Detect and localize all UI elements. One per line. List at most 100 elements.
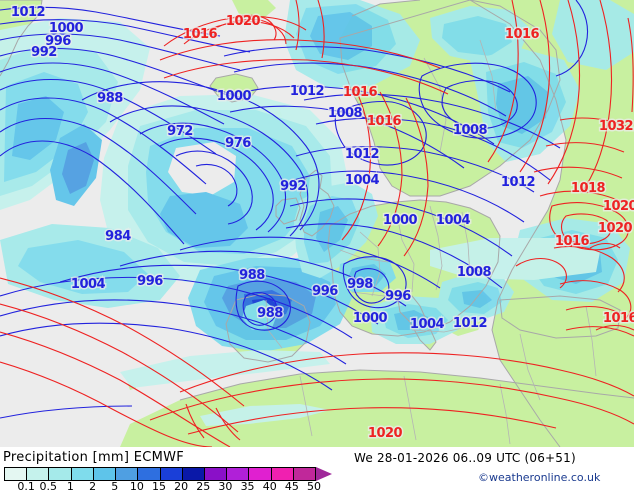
isobar-label-halo: 998 xyxy=(347,277,373,292)
isobar-label: 972 xyxy=(167,124,193,139)
isobar-label-halo: 1020 xyxy=(226,14,261,29)
color-scale-swatch xyxy=(227,468,250,480)
isobar-label-halo: 1020 xyxy=(598,221,633,236)
isobar-label-halo: 1020 xyxy=(368,426,403,441)
color-scale-swatch xyxy=(49,468,72,480)
isobar-label-halo: 988 xyxy=(97,91,123,106)
isobar-label-halo: 1000 xyxy=(383,213,418,228)
isobar-label: 1012 xyxy=(453,316,487,331)
isobar-label: 988 xyxy=(239,268,265,283)
color-scale-tick: 35 xyxy=(240,480,255,493)
isobar-label-halo: 1016 xyxy=(343,85,378,100)
isobar-label-halo: 1012 xyxy=(501,175,535,190)
isobar-label: 1012 xyxy=(501,175,535,190)
isobar-label: 988 xyxy=(257,306,283,321)
color-scale-tick: 2 xyxy=(89,480,97,493)
isobar-label: 1008 xyxy=(457,265,492,280)
precipitation-field xyxy=(0,0,634,426)
color-scale-tick: 0.5 xyxy=(39,480,58,493)
color-scale-tick: 10 xyxy=(129,480,144,493)
isobar-label: 1000 xyxy=(383,213,418,228)
color-scale-swatch xyxy=(93,468,117,480)
isobar-label: 998 xyxy=(347,277,373,292)
isobar-label-halo: 996 xyxy=(45,34,71,49)
isobar-label-halo: 1020 xyxy=(603,199,634,214)
isobar-label-halo: 988 xyxy=(239,268,265,283)
isobar-label: 992 xyxy=(280,179,306,194)
isobar-label-halo: 992 xyxy=(31,45,57,60)
isobar-label-halo: 1016 xyxy=(505,27,540,42)
isobar-label-halo: 1008 xyxy=(453,123,488,138)
isobar-label: 976 xyxy=(225,136,251,151)
color-scale-swatch xyxy=(5,468,28,480)
color-scale-swatch xyxy=(71,468,94,480)
isobar-label-halo: 972 xyxy=(167,124,193,139)
color-scale-bar xyxy=(4,467,316,481)
precipitation-map[interactable]: 1012 1012 1000 1000 996 996 992 992 988 988 1016 10… xyxy=(0,0,634,447)
isobar-label: 988 xyxy=(97,91,123,106)
isobar-label-halo: 1000 xyxy=(353,311,388,326)
isobar-label-halo: 1012 xyxy=(290,84,324,99)
isobar-label-halo: 996 xyxy=(137,274,163,289)
color-scale-swatch xyxy=(116,468,139,480)
isobar-label-halo: 1012 xyxy=(453,316,487,331)
color-scale-tick: 1 xyxy=(66,480,74,493)
color-scale-tick: 50 xyxy=(307,480,321,493)
isobar-label: 1016 xyxy=(367,114,402,129)
isobar-label: 1020 xyxy=(598,221,633,236)
isobar-label: 996 xyxy=(312,284,338,299)
isobar-label-halo: 1004 xyxy=(345,173,380,188)
precipitation-color-scale: 0.1 0.5 1 2 5 10 15 20 25 30 35 40 45 50 xyxy=(4,467,334,493)
isobar-label: 1004 xyxy=(436,213,471,228)
color-scale-swatch xyxy=(293,468,316,480)
isobar-label-halo: 1012 xyxy=(345,147,379,162)
isobar-label-halo: 1018 xyxy=(571,181,606,196)
isobar-label-halo: 1016 xyxy=(183,27,218,42)
isobar-label-halo: 1016 xyxy=(367,114,402,129)
isobars-high xyxy=(0,0,634,447)
isobar-label: 1018 xyxy=(571,181,606,196)
isobar-label: 1008 xyxy=(453,123,488,138)
isobar-label: 1004 xyxy=(71,277,106,292)
isobar-label: 1020 xyxy=(368,426,403,441)
isobar-label-halo: 1000 xyxy=(49,21,84,36)
isobar-label: 1020 xyxy=(226,14,261,29)
page-title: Precipitation [mm] ECMWF xyxy=(3,450,185,465)
color-scale-swatch xyxy=(271,468,294,480)
copyright-notice: ©weatheronline.co.uk xyxy=(478,471,601,484)
color-scale-tick: 45 xyxy=(284,480,299,493)
coastlines xyxy=(0,0,634,447)
country-borders xyxy=(265,39,597,445)
isobar-label: 1012 xyxy=(290,84,324,99)
valid-datetime: We 28-01-2026 06..09 UTC (06+51) xyxy=(354,451,576,465)
color-scale-tick: 25 xyxy=(196,480,211,493)
isobar-label: 1016 xyxy=(555,234,590,249)
color-scale-tick: 5 xyxy=(111,480,119,493)
isobar-labels: 1012101210001000996996992992988988101610… xyxy=(9,4,634,443)
isobar-label-halo: 1004 xyxy=(71,277,106,292)
isobar-label-halo: 1000 xyxy=(217,89,252,104)
isobar-label-halo: 1008 xyxy=(457,265,492,280)
color-scale-swatch xyxy=(160,468,183,480)
isobar-label: 1004 xyxy=(410,317,445,332)
isobar-label-halo: 984 xyxy=(105,229,131,244)
color-scale-tick: 20 xyxy=(174,480,189,493)
isobar-label-halo: 992 xyxy=(280,179,306,194)
color-scale-swatch xyxy=(138,468,161,480)
isobar-label-halo: 988 xyxy=(257,306,283,321)
color-scale-swatch xyxy=(249,468,272,480)
isobar-label: 996 xyxy=(385,289,411,304)
color-scale-swatch xyxy=(182,468,205,480)
isobar-label-halo: 1004 xyxy=(436,213,471,228)
isobar-label: 1000 xyxy=(353,311,388,326)
isobar-label: 992 xyxy=(31,45,57,60)
isobar-label: 1016 xyxy=(603,311,634,326)
isobar-label: 1004 xyxy=(345,173,380,188)
color-scale-tick: 30 xyxy=(218,480,233,493)
color-scale-swatch xyxy=(204,468,228,480)
color-scale-tick: 40 xyxy=(262,480,277,493)
isobar-label: 996 xyxy=(137,274,163,289)
isobar-label: 1000 xyxy=(217,89,252,104)
map-footer: Precipitation [mm] ECMWF We 28-01-2026 0… xyxy=(0,447,634,493)
